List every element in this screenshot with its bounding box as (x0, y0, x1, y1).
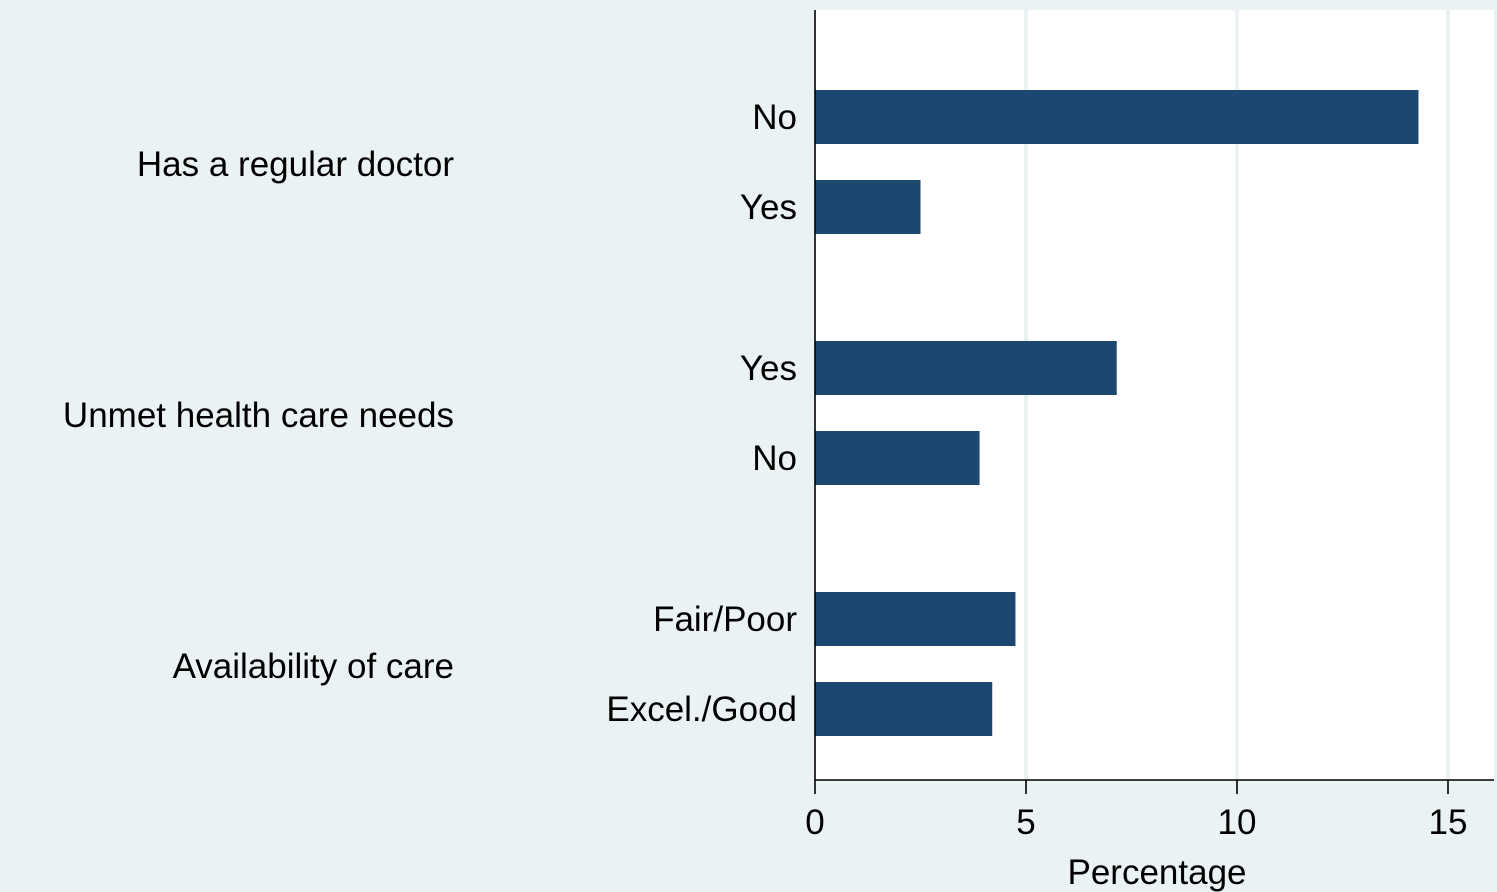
x-axis-title: Percentage (1067, 853, 1246, 892)
x-tick-label: 15 (1429, 803, 1468, 842)
bars (815, 90, 1419, 736)
bar-label: Excel./Good (606, 690, 797, 729)
category-labels: Has a regular doctor No Yes Unmet health ca… (63, 98, 797, 729)
x-tick-label: 10 (1218, 803, 1257, 842)
bar-label: Yes (740, 188, 797, 227)
group-label: Unmet health care needs (63, 396, 454, 435)
bar (815, 341, 1117, 395)
bar-label: No (752, 98, 797, 137)
bar (815, 180, 921, 234)
bar-label: Fair/Poor (653, 600, 797, 639)
x-tick-label: 5 (1016, 803, 1035, 842)
bar (815, 682, 993, 736)
bar (815, 90, 1419, 144)
bar-label: No (752, 439, 797, 478)
bar-label: Yes (740, 349, 797, 388)
bar (815, 592, 1016, 646)
group-label: Availability of care (173, 647, 454, 686)
bar (815, 431, 980, 485)
x-ticks: 0 5 10 15 (805, 780, 1467, 842)
x-tick-label: 0 (805, 803, 824, 842)
group-label: Has a regular doctor (137, 145, 454, 184)
